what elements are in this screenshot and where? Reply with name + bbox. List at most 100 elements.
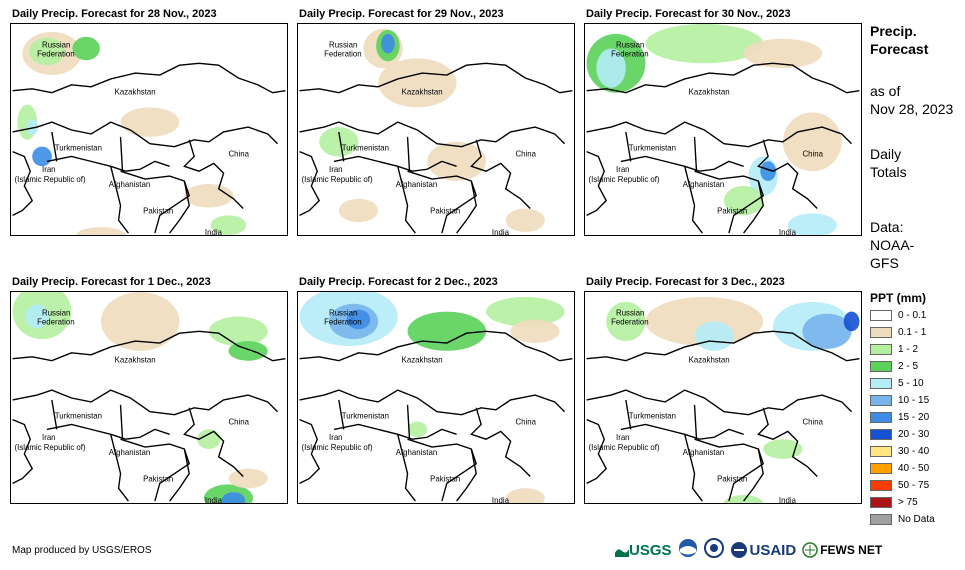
precip-area <box>221 492 246 503</box>
country-border <box>586 418 608 484</box>
country-label-turkmenistan: Turkmenistan <box>55 144 102 153</box>
sidebar-asof-line-1: as of <box>870 83 901 99</box>
country-label-india: India <box>779 228 797 235</box>
precip-area <box>32 146 52 167</box>
legend-label: 5 - 10 <box>898 378 924 389</box>
country-border <box>169 180 190 234</box>
legend-item: > 75 <box>870 497 962 511</box>
country-border <box>586 389 853 416</box>
country-border <box>46 423 170 440</box>
legend-swatch <box>870 310 892 321</box>
country-label-india: India <box>492 228 510 235</box>
precip-area <box>787 213 837 235</box>
legend-item: 0 - 0.1 <box>870 310 962 324</box>
country-border <box>110 166 129 234</box>
country-border <box>299 389 566 416</box>
country-border <box>743 448 764 502</box>
legend-swatch <box>870 395 892 406</box>
country-label-russia: Russian <box>329 309 357 318</box>
country-label-china: China <box>515 417 536 426</box>
country-label-pakistan: Pakistan <box>430 206 460 215</box>
country-border <box>120 170 191 234</box>
country-label-pakistan: Pakistan <box>430 474 460 483</box>
country-label-afghanistan: Afghanistan <box>396 448 437 457</box>
country-label-pakistan: Pakistan <box>717 206 747 215</box>
panel-3-title: Daily Precip. Forecast for 30 Nov., 2023 <box>586 8 791 20</box>
precip-area <box>100 292 180 351</box>
country-label-china: China <box>515 149 536 158</box>
country-label-kazakhstan: Kazakhstan <box>689 88 730 97</box>
country-border <box>694 170 765 234</box>
legend-item: 15 - 20 <box>870 412 962 426</box>
country-border <box>625 131 698 172</box>
country-border <box>333 423 457 440</box>
country-border <box>586 330 860 362</box>
country-border <box>407 170 478 234</box>
sidebar-data-line-2: NOAA- <box>870 237 915 253</box>
usaid-logo-icon: USAID <box>730 541 796 559</box>
footer-credit: Map produced by USGS/EROS <box>12 545 152 556</box>
country-label-pakistan: Pakistan <box>143 206 173 215</box>
country-border <box>12 389 279 416</box>
country-label-china: China <box>802 149 823 158</box>
usgs-logo-text: USGS <box>629 541 672 559</box>
legend-label: 0.1 - 1 <box>898 327 927 338</box>
precip-area <box>346 309 371 330</box>
country-border <box>299 150 321 216</box>
precip-area <box>407 311 487 351</box>
legend-item: 10 - 15 <box>870 395 962 409</box>
country-border <box>12 418 34 484</box>
precip-area <box>782 112 842 172</box>
country-label-pakistan: Pakistan <box>143 474 173 483</box>
country-label-iran: (Islamic Republic of) <box>589 175 660 184</box>
country-border <box>586 121 853 148</box>
country-label-russia: Federation <box>611 317 649 326</box>
map-panel-6: Russian Federation Kazakhstan Turkmenistan I… <box>584 291 862 504</box>
country-label-russia: Russian <box>329 41 357 50</box>
panel-2-title: Daily Precip. Forecast for 29 Nov., 2023 <box>299 8 504 20</box>
panel-6-title: Daily Precip. Forecast for 3 Dec., 2023 <box>586 276 785 288</box>
country-label-turkmenistan: Turkmenistan <box>55 412 102 421</box>
country-border <box>183 139 244 209</box>
legend-label: 50 - 75 <box>898 480 930 491</box>
country-border <box>338 131 411 172</box>
country-label-turkmenistan: Turkmenistan <box>629 412 676 421</box>
country-border <box>299 330 573 362</box>
country-label-iran: Iran <box>329 433 343 442</box>
country-border <box>586 62 860 94</box>
panel-4-title: Daily Precip. Forecast for 1 Dec., 2023 <box>12 276 211 288</box>
legend-label: No Data <box>898 514 935 525</box>
country-border <box>12 150 34 216</box>
legend-label: 40 - 50 <box>898 463 930 474</box>
map-panel-2: Russian Federation Kazakhstan Turkmenistan I… <box>297 23 575 236</box>
precip-area <box>763 439 803 459</box>
country-border <box>684 166 703 234</box>
country-border <box>51 131 124 172</box>
legend-item: 5 - 10 <box>870 378 962 392</box>
country-label-russia: Federation <box>37 317 75 326</box>
precip-area <box>427 141 487 182</box>
noaa-logo-icon <box>678 538 698 563</box>
country-label-afghanistan: Afghanistan <box>683 180 724 189</box>
legend-item: 20 - 30 <box>870 429 962 443</box>
legend-swatch <box>870 361 892 372</box>
legend-swatch <box>870 446 892 457</box>
precip-area <box>505 488 545 503</box>
country-border <box>743 180 764 234</box>
country-border <box>183 407 244 477</box>
country-label-russia: Russian <box>42 309 70 318</box>
country-label-russia: Federation <box>611 49 649 58</box>
country-border <box>620 155 744 172</box>
country-label-turkmenistan: Turkmenistan <box>629 144 676 153</box>
precip-area <box>743 38 823 69</box>
country-label-india: India <box>205 228 223 235</box>
precip-area <box>645 24 764 64</box>
precip-area <box>208 316 268 346</box>
legend-label: 1 - 2 <box>898 344 919 355</box>
fewsnet-logo-icon: FEWS NET <box>802 542 882 558</box>
precip-area <box>378 58 457 108</box>
